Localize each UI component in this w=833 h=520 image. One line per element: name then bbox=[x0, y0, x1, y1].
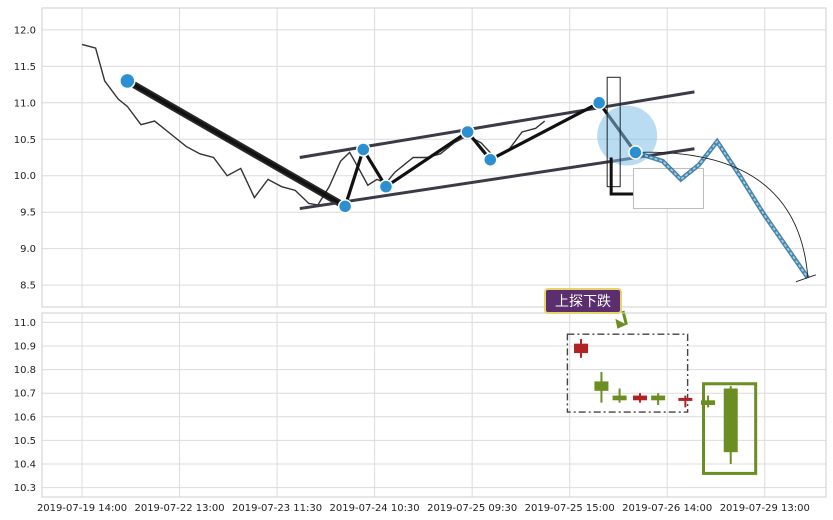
arrow-hook bbox=[609, 157, 634, 196]
forecast-arc bbox=[635, 151, 809, 278]
pattern-rect bbox=[606, 76, 621, 188]
bottom-y-tick-label: 11.0 bbox=[14, 318, 36, 329]
top-panel-frame bbox=[41, 7, 827, 308]
pivot-marker bbox=[591, 95, 607, 111]
top-y-tick-label: 10.5 bbox=[14, 135, 36, 146]
x-tick-label: 2019-07-29 13:00 bbox=[720, 503, 810, 514]
bottom-y-tick-label: 10.6 bbox=[14, 412, 36, 423]
bottom-y-tick-label: 10.8 bbox=[14, 365, 36, 376]
top-panel-grid bbox=[42, 8, 826, 307]
bottom-y-tick-label: 10.5 bbox=[14, 436, 36, 447]
top-y-tick-label: 9.0 bbox=[20, 244, 36, 255]
candle-body bbox=[723, 388, 738, 453]
pivot-marker bbox=[356, 142, 371, 157]
bottom-panel-y-ticks: 10.3 10.4 10.5 10.6 10.7 10.8 10.9 11.0 bbox=[14, 318, 36, 494]
bottom-panel-grid bbox=[42, 313, 826, 497]
pivot-marker bbox=[119, 72, 136, 90]
candle-body bbox=[701, 400, 716, 405]
projection-path-inner bbox=[635, 140, 809, 279]
pivot-marker bbox=[483, 152, 498, 167]
x-tick-label: 2019-07-23 11:30 bbox=[232, 503, 322, 514]
pivot-marker bbox=[337, 199, 353, 214]
pivot-marker bbox=[628, 145, 643, 160]
x-tick-label: 2019-07-19 14:00 bbox=[37, 503, 127, 514]
candle-body bbox=[633, 395, 647, 401]
callout-label: 上探下跌 bbox=[555, 294, 611, 310]
top-panel-y-ticks: 8.5 9.0 9.5 10.0 10.5 11.0 11.5 12.0 bbox=[14, 25, 36, 291]
callout-arrow-head bbox=[615, 318, 627, 329]
candle-body bbox=[612, 395, 627, 401]
top-y-tick-label: 11.5 bbox=[14, 62, 36, 73]
top-y-tick-label: 10.0 bbox=[14, 171, 36, 182]
candlesticks bbox=[566, 310, 758, 475]
price-line bbox=[81, 43, 546, 206]
top-y-tick-label: 8.5 bbox=[20, 281, 36, 292]
candle-body bbox=[594, 381, 609, 391]
top-y-tick-label: 9.5 bbox=[20, 208, 36, 219]
bottom-y-tick-label: 10.4 bbox=[14, 459, 36, 470]
preview-box bbox=[632, 167, 704, 210]
candle-body bbox=[574, 343, 589, 354]
pivot-marker bbox=[378, 179, 394, 194]
top-panel-lines bbox=[81, 43, 817, 283]
highlight-box bbox=[702, 382, 758, 475]
x-tick-label: 2019-07-25 09:30 bbox=[427, 503, 517, 514]
x-tick-label: 2019-07-22 13:00 bbox=[134, 503, 224, 514]
pivot-marker bbox=[460, 124, 475, 140]
callout-box bbox=[544, 288, 622, 314]
x-tick-label: 2019-07-26 14:00 bbox=[622, 503, 712, 514]
pattern-callout: 上探下跌 bbox=[544, 288, 622, 314]
bottom-y-tick-label: 10.7 bbox=[14, 389, 36, 400]
candle-body bbox=[678, 397, 693, 401]
x-tick-label: 2019-07-25 15:00 bbox=[525, 503, 615, 514]
x-tick-label: 2019-07-24 10:30 bbox=[330, 503, 420, 514]
bottom-panel-frame bbox=[41, 312, 827, 498]
pattern-dashed-box bbox=[566, 333, 689, 413]
top-y-tick-label: 11.0 bbox=[14, 98, 36, 109]
bottom-y-tick-label: 10.9 bbox=[14, 342, 36, 353]
top-y-tick-label: 12.0 bbox=[14, 25, 36, 36]
zigzag-line bbox=[126, 79, 637, 208]
x-axis-ticks: 2019-07-19 14:00 2019-07-22 13:00 2019-07-… bbox=[37, 503, 810, 514]
candle-body bbox=[651, 395, 666, 401]
forecast-arc-end bbox=[795, 274, 817, 283]
bottom-y-tick-label: 10.3 bbox=[14, 483, 36, 494]
